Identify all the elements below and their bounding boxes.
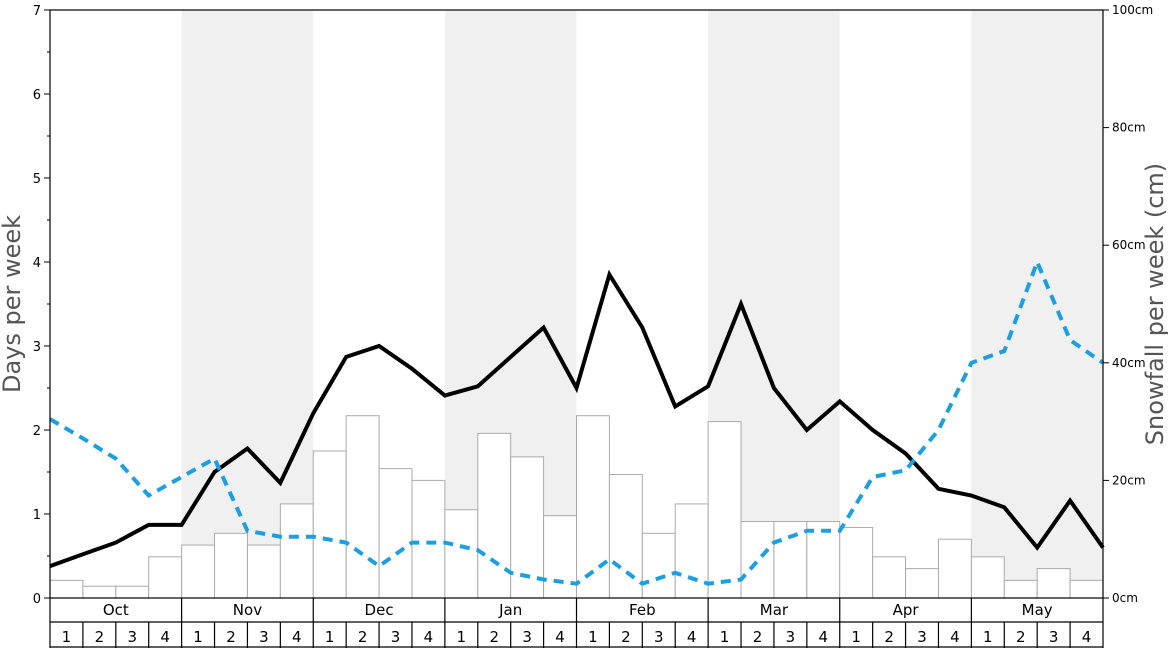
snowfall-bar [148, 556, 183, 599]
snowfall-bar [872, 556, 907, 599]
day-lines [48, 256, 1105, 586]
week-label: 4 [160, 628, 170, 646]
week-label: 1 [720, 628, 730, 646]
week-label: 3 [1049, 628, 1059, 646]
right-tick-label: 0cm [1112, 591, 1138, 605]
week-label: 1 [457, 628, 467, 646]
snowfall-bar [970, 556, 1005, 599]
week-label: 3 [786, 628, 796, 646]
snowfall-bar [444, 509, 479, 599]
right-tick-label: 20cm [1112, 473, 1146, 487]
snowfall-bar [378, 468, 413, 599]
week-label: 3 [391, 628, 401, 646]
snowfall-bar [82, 585, 117, 599]
week-label: 2 [226, 628, 236, 646]
month-label: Nov [233, 601, 262, 619]
week-label: 4 [950, 628, 960, 646]
month-label: May [1022, 601, 1053, 619]
shade-nov [181, 10, 314, 598]
month-label: Feb [629, 601, 656, 619]
snowfall-bar [707, 421, 742, 599]
left-tick-label: 3 [33, 340, 41, 355]
week-label: 3 [522, 628, 532, 646]
left-tick-label: 4 [33, 256, 41, 271]
snowfall-bar [279, 503, 314, 599]
right-tick-label: 80cm [1112, 121, 1146, 135]
month-label: Oct [103, 601, 129, 619]
snowfall-bar [411, 479, 446, 599]
snowfall-bar [740, 521, 775, 599]
snowfall-bar [674, 503, 709, 599]
week-label: 4 [292, 628, 302, 646]
week-label: 1 [62, 628, 72, 646]
month-label: Apr [893, 601, 920, 619]
snowfall-bar [246, 544, 281, 599]
snowfall-bar [641, 532, 676, 599]
right-axis: 0cm 20cm 40cm 60cm 80cm 100cm [1103, 3, 1153, 605]
right-tick-label: 60cm [1112, 238, 1146, 252]
x-axis: Oct 1 2 3 4 Nov 1 2 3 4 Dec 1 2 3 4 Jan 1 2 3 4 Feb 1 2 3 4 Mar 1 2… [49, 598, 1104, 648]
snowfall-bar [1003, 579, 1038, 599]
dashed-line-series [48, 256, 1105, 586]
week-label: 1 [325, 628, 335, 646]
snowfall-bar [773, 521, 808, 599]
week-label: 2 [884, 628, 894, 646]
week-label: 4 [1082, 628, 1092, 646]
snowfall-bar [214, 532, 248, 599]
snowfall-bar [1069, 579, 1104, 599]
snowfall-bars [49, 415, 1104, 599]
left-tick-label: 6 [33, 88, 41, 103]
week-label: 4 [424, 628, 434, 646]
snowfall-bar [312, 450, 347, 599]
week-label: 4 [555, 628, 565, 646]
left-axis: 0 1 2 3 4 5 6 7 [33, 4, 50, 607]
snowfall-bar [477, 432, 512, 599]
week-label: 2 [621, 628, 631, 646]
week-label: 2 [95, 628, 105, 646]
week-label: 4 [687, 628, 697, 646]
week-label: 3 [917, 628, 927, 646]
snowfall-bar [806, 521, 841, 599]
week-label: 2 [753, 628, 763, 646]
month-label: Mar [760, 601, 789, 619]
week-label: 3 [654, 628, 664, 646]
week-label: 2 [358, 628, 368, 646]
left-axis-title: Days per week [0, 215, 26, 393]
snowfall-bar [115, 585, 150, 599]
left-tick-label: 5 [33, 172, 41, 187]
right-axis-title: Snowfall per week (cm) [1141, 163, 1168, 445]
snowfall-bar [543, 515, 577, 599]
solid-line-series [49, 269, 1105, 568]
month-shading [181, 10, 1103, 598]
month-label: Dec [365, 601, 394, 619]
week-label: 4 [819, 628, 829, 646]
snowfall-bar [1036, 568, 1071, 599]
week-label: 1 [851, 628, 861, 646]
snowfall-bar [608, 474, 643, 599]
left-tick-label: 1 [33, 508, 41, 523]
right-tick-label: 40cm [1112, 356, 1146, 370]
week-label: 1 [588, 628, 598, 646]
week-label: 1 [983, 628, 993, 646]
snowfall-bar [49, 579, 84, 599]
week-label: 3 [127, 628, 137, 646]
snowfall-bar [576, 415, 610, 599]
snowfall-bar [345, 415, 380, 599]
snowfall-bar [905, 568, 939, 599]
snowfall-bar [839, 526, 874, 599]
week-label: 3 [259, 628, 269, 646]
week-label: 1 [193, 628, 203, 646]
week-label: 2 [1016, 628, 1026, 646]
left-tick-label: 0 [33, 592, 41, 607]
snowfall-bar [181, 544, 216, 599]
right-tick-label: 100cm [1112, 3, 1153, 17]
shade-may [971, 10, 1103, 598]
snowfall-bar [937, 538, 972, 599]
week-label: 2 [489, 628, 499, 646]
month-label: Jan [498, 601, 522, 619]
left-tick-label: 2 [33, 424, 41, 439]
left-tick-label: 7 [33, 4, 41, 19]
